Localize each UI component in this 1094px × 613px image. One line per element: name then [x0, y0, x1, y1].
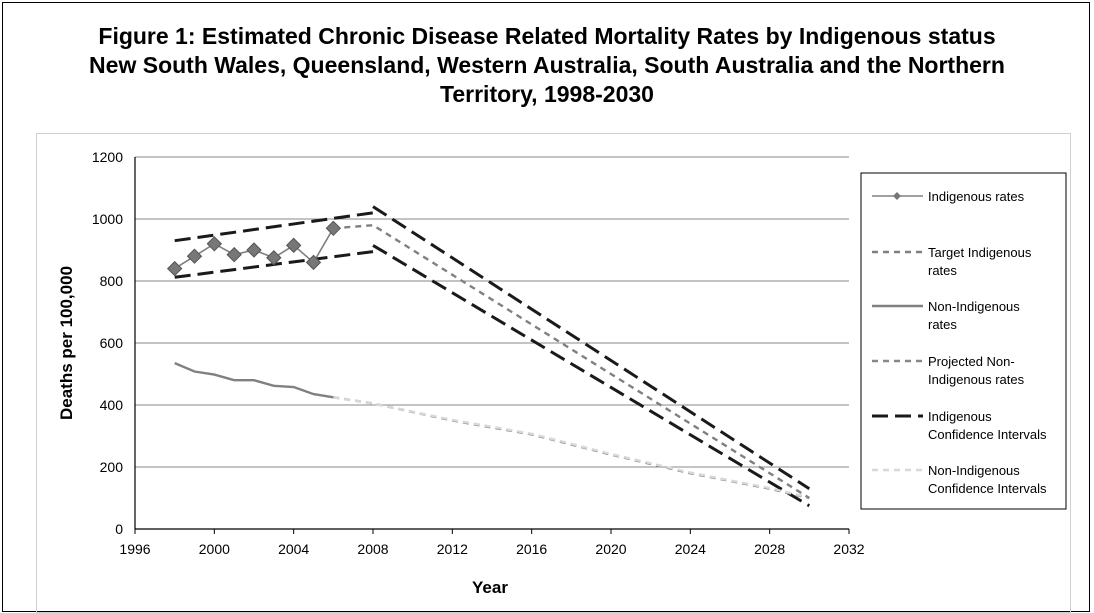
- legend-label: Non-Indigenous: [928, 299, 1020, 314]
- x-tick-label: 2004: [278, 541, 309, 557]
- y-tick-label: 0: [115, 521, 123, 537]
- x-axis-title: Year: [472, 578, 508, 597]
- legend-label: Indigenous rates: [928, 372, 1025, 387]
- data-point-marker: [186, 248, 203, 264]
- legend-label: Projected Non-: [928, 354, 1015, 369]
- series-line: [333, 223, 810, 500]
- x-tick-label: 2000: [199, 541, 230, 557]
- y-tick-label: 1200: [92, 149, 123, 165]
- x-tick-label: 2028: [754, 541, 785, 557]
- series-line: [333, 396, 810, 500]
- axes: [134, 157, 850, 534]
- title-line-1: Figure 1: Estimated Chronic Disease Rela…: [98, 23, 996, 49]
- data-point-marker: [246, 242, 262, 258]
- legend-label: Indigenous rates: [928, 189, 1025, 204]
- data-point-marker: [206, 236, 223, 252]
- data-point-marker: [285, 237, 302, 254]
- title-line-3: Territory, 1998-2030: [440, 81, 654, 107]
- legend-label: Target Indigenous: [928, 245, 1032, 260]
- series-line: [372, 205, 811, 490]
- series-line: [174, 211, 374, 243]
- data-point-marker: [305, 254, 322, 271]
- series-line: [372, 244, 811, 508]
- legend-box: [860, 172, 1067, 510]
- x-tick-label: 2016: [516, 541, 547, 557]
- legend-label: rates: [928, 263, 957, 278]
- y-tick-label: 800: [100, 273, 124, 289]
- y-tick-label: 600: [100, 335, 124, 351]
- data-point-marker: [325, 220, 342, 237]
- line-chart: 0 200 400 600 800 1000 1200 1996 2000 2004 2008 20…: [57, 149, 1067, 597]
- title-line-2: New South Wales, Queensland, Western Aus…: [89, 52, 1005, 78]
- y-tick-label: 1000: [92, 211, 123, 227]
- legend-marker: [893, 192, 901, 200]
- data-point-marker: [266, 250, 282, 266]
- chart-title: Figure 1: Estimated Chronic Disease Rela…: [0, 22, 1094, 109]
- legend-label: Confidence Intervals: [928, 427, 1047, 442]
- data-point-marker: [226, 246, 242, 263]
- x-tick-label: 2032: [833, 541, 864, 557]
- series-line: [333, 396, 810, 499]
- legend-label: Confidence Intervals: [928, 481, 1047, 496]
- x-tick-label: 2012: [437, 541, 468, 557]
- x-tick-labels: 1996 2000 2004 2008 2012 2016 2020 2024 2028 2032: [119, 541, 864, 557]
- y-tick-labels: 0 200 400 600 800 1000 1200: [92, 149, 123, 537]
- gridlines: [135, 156, 849, 530]
- y-tick-label: 400: [100, 397, 124, 413]
- x-tick-label: 1996: [119, 541, 150, 557]
- legend-label: Indigenous: [928, 409, 992, 424]
- x-tick-label: 2008: [357, 541, 388, 557]
- x-tick-label: 2024: [675, 541, 706, 557]
- data-point-marker: [166, 260, 183, 277]
- series-layer: [166, 205, 811, 508]
- legend-label: Non-Indigenous: [928, 463, 1020, 478]
- legend-label: rates: [928, 317, 957, 332]
- series-line: [174, 361, 334, 399]
- legend: Indigenous rates Target Indigenous rates No…: [872, 189, 1047, 496]
- y-tick-label: 200: [100, 459, 124, 475]
- y-axis-title: Deaths per 100,000: [57, 266, 76, 420]
- x-tick-label: 2020: [595, 541, 626, 557]
